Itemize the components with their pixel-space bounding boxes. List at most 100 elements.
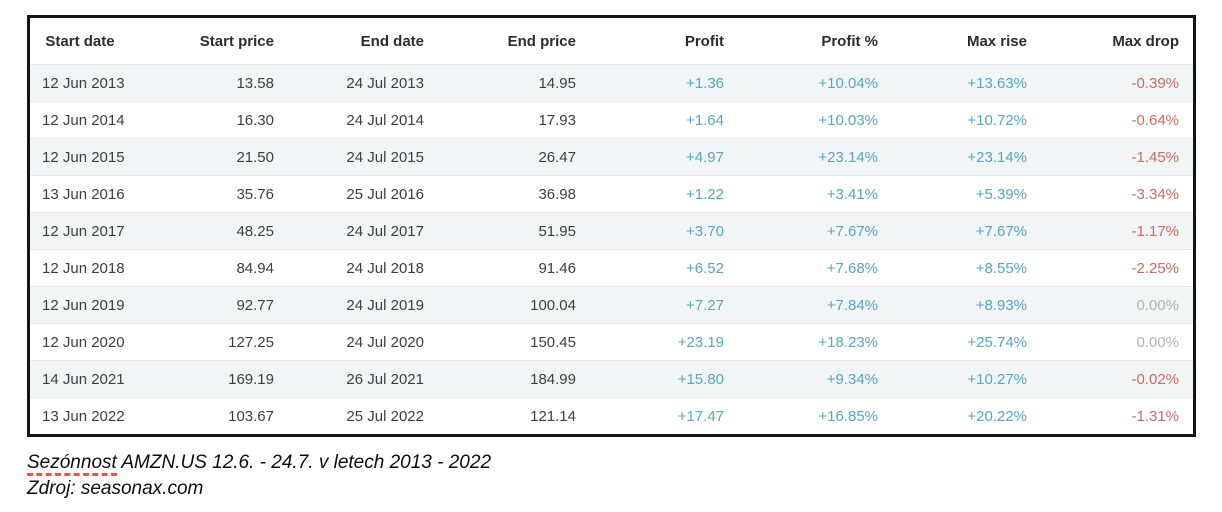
- column-header-max-drop: Max drop: [1041, 18, 1193, 65]
- cell-profit: +23.19: [590, 323, 738, 361]
- cell-max-rise: +8.93%: [892, 286, 1041, 324]
- cell-start-price: 169.19: [138, 360, 288, 398]
- cell-max-rise: +7.67%: [892, 212, 1041, 250]
- cell-max-rise: +10.72%: [892, 101, 1041, 139]
- cell-profit: +17.47: [590, 397, 738, 434]
- cell-profit-pct: +3.41%: [738, 175, 892, 213]
- table-row: 12 Jun 2019 92.77 24 Jul 2019 100.04 +7.27 +7…: [30, 286, 1193, 324]
- cell-start-date: 12 Jun 2014: [30, 101, 138, 139]
- cell-profit-pct: +7.67%: [738, 212, 892, 250]
- cell-profit: +1.64: [590, 101, 738, 139]
- cell-max-drop: -0.64%: [1041, 101, 1193, 139]
- column-header-end-price: End price: [438, 18, 590, 65]
- header-row: Start date Start price End date End pric…: [30, 18, 1193, 65]
- cell-start-date: 14 Jun 2021: [30, 360, 138, 398]
- cell-max-drop: -1.17%: [1041, 212, 1193, 250]
- cell-start-date: 12 Jun 2018: [30, 249, 138, 287]
- column-header-start-date: Start date: [30, 18, 138, 65]
- cell-start-price: 84.94: [138, 249, 288, 287]
- table-row: 13 Jun 2022 103.67 25 Jul 2022 121.14 +17.47…: [30, 397, 1193, 434]
- cell-end-date: 24 Jul 2015: [288, 138, 438, 176]
- cell-start-price: 13.58: [138, 64, 288, 102]
- cell-end-price: 91.46: [438, 249, 590, 287]
- cell-start-price: 35.76: [138, 175, 288, 213]
- table-row: 13 Jun 2016 35.76 25 Jul 2016 36.98 +1.22 +3.…: [30, 175, 1193, 213]
- cell-start-date: 13 Jun 2016: [30, 175, 138, 213]
- cell-end-price: 26.47: [438, 138, 590, 176]
- cell-profit-pct: +16.85%: [738, 397, 892, 434]
- column-header-max-rise: Max rise: [892, 18, 1041, 65]
- caption-title-rest: AMZN.US 12.6. - 24.7. v letech 2013 - 20…: [116, 452, 492, 473]
- cell-end-price: 121.14: [438, 397, 590, 434]
- cell-start-price: 103.67: [138, 397, 288, 434]
- cell-max-rise: +8.55%: [892, 249, 1041, 287]
- cell-end-price: 36.98: [438, 175, 590, 213]
- cell-profit: +1.22: [590, 175, 738, 213]
- cell-start-price: 127.25: [138, 323, 288, 361]
- cell-profit-pct: +10.04%: [738, 64, 892, 102]
- cell-max-drop: 0.00%: [1041, 323, 1193, 361]
- cell-max-drop: -1.31%: [1041, 397, 1193, 434]
- cell-max-rise: +5.39%: [892, 175, 1041, 213]
- cell-profit-pct: +18.23%: [738, 323, 892, 361]
- cell-profit-pct: +9.34%: [738, 360, 892, 398]
- cell-profit: +3.70: [590, 212, 738, 250]
- cell-profit-pct: +7.84%: [738, 286, 892, 324]
- cell-start-date: 12 Jun 2020: [30, 323, 138, 361]
- cell-max-drop: 0.00%: [1041, 286, 1193, 324]
- column-header-profit: Profit: [590, 18, 738, 65]
- cell-start-price: 16.30: [138, 101, 288, 139]
- cell-start-price: 48.25: [138, 212, 288, 250]
- cell-max-drop: -3.34%: [1041, 175, 1193, 213]
- cell-start-date: 12 Jun 2017: [30, 212, 138, 250]
- cell-end-price: 51.95: [438, 212, 590, 250]
- figure-caption: Sezónnost AMZN.US 12.6. - 24.7. v letech…: [27, 450, 1196, 502]
- table-row: 12 Jun 2020 127.25 24 Jul 2020 150.45 +23.19…: [30, 323, 1193, 361]
- cell-end-date: 25 Jul 2016: [288, 175, 438, 213]
- cell-profit: +1.36: [590, 64, 738, 102]
- caption-title: Sezónnost AMZN.US 12.6. - 24.7. v letech…: [27, 450, 1196, 476]
- table-body: 12 Jun 2013 13.58 24 Jul 2013 14.95 +1.36 +10…: [30, 64, 1193, 434]
- cell-max-rise: +23.14%: [892, 138, 1041, 176]
- table-frame: Start date Start price End date End pric…: [27, 15, 1196, 437]
- cell-max-rise: +25.74%: [892, 323, 1041, 361]
- cell-end-date: 24 Jul 2013: [288, 64, 438, 102]
- cell-max-drop: -0.39%: [1041, 64, 1193, 102]
- caption-misspelled-word: Sezónnost: [27, 452, 117, 476]
- table-row: 12 Jun 2018 84.94 24 Jul 2018 91.46 +6.52 +7.…: [30, 249, 1193, 287]
- table-row: 12 Jun 2014 16.30 24 Jul 2014 17.93 +1.64 +10…: [30, 101, 1193, 139]
- cell-end-price: 14.95: [438, 64, 590, 102]
- table-row: 12 Jun 2015 21.50 24 Jul 2015 26.47 +4.97 +23…: [30, 138, 1193, 176]
- table-row: 12 Jun 2017 48.25 24 Jul 2017 51.95 +3.70 +7.…: [30, 212, 1193, 250]
- cell-end-date: 24 Jul 2014: [288, 101, 438, 139]
- cell-profit: +7.27: [590, 286, 738, 324]
- cell-end-price: 150.45: [438, 323, 590, 361]
- cell-start-price: 21.50: [138, 138, 288, 176]
- cell-max-drop: -1.45%: [1041, 138, 1193, 176]
- cell-profit: +6.52: [590, 249, 738, 287]
- cell-end-price: 184.99: [438, 360, 590, 398]
- column-header-start-price: Start price: [138, 18, 288, 65]
- column-header-end-date: End date: [288, 18, 438, 65]
- cell-end-price: 100.04: [438, 286, 590, 324]
- cell-max-rise: +13.63%: [892, 64, 1041, 102]
- cell-max-drop: -2.25%: [1041, 249, 1193, 287]
- cell-profit-pct: +23.14%: [738, 138, 892, 176]
- cell-end-date: 24 Jul 2019: [288, 286, 438, 324]
- cell-profit: +15.80: [590, 360, 738, 398]
- cell-max-drop: -0.02%: [1041, 360, 1193, 398]
- column-header-profit-pct: Profit %: [738, 18, 892, 65]
- cell-start-date: 12 Jun 2015: [30, 138, 138, 176]
- cell-end-price: 17.93: [438, 101, 590, 139]
- cell-end-date: 26 Jul 2021: [288, 360, 438, 398]
- cell-end-date: 24 Jul 2017: [288, 212, 438, 250]
- cell-start-date: 12 Jun 2019: [30, 286, 138, 324]
- table-row: 14 Jun 2021 169.19 26 Jul 2021 184.99 +15.80…: [30, 360, 1193, 398]
- cell-start-price: 92.77: [138, 286, 288, 324]
- cell-profit: +4.97: [590, 138, 738, 176]
- cell-start-date: 12 Jun 2013: [30, 64, 138, 102]
- cell-profit-pct: +10.03%: [738, 101, 892, 139]
- cell-max-rise: +10.27%: [892, 360, 1041, 398]
- cell-end-date: 24 Jul 2018: [288, 249, 438, 287]
